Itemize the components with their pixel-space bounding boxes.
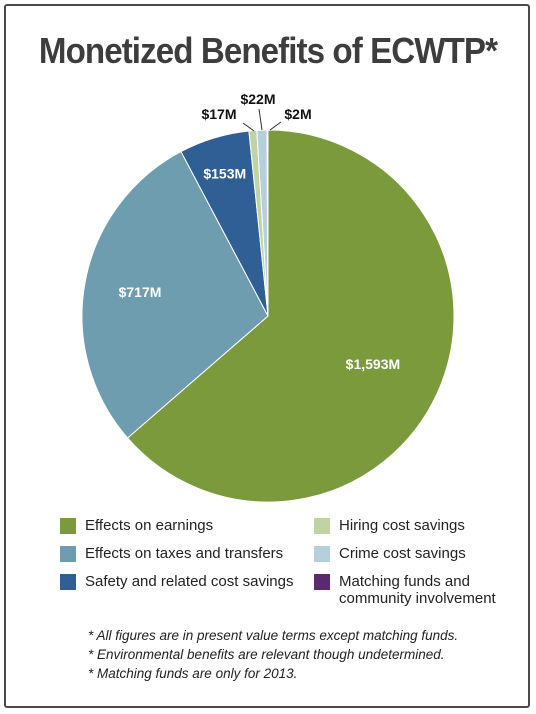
slice-value-label: $1,593M xyxy=(346,356,400,372)
legend-swatch xyxy=(60,518,76,534)
legend-label: Effects on taxes and transfers xyxy=(85,545,284,562)
legend-item-safety-and-related-cost-savings: Safety and related cost savings xyxy=(60,573,320,590)
legend-swatch xyxy=(60,546,76,562)
legend-item-matching-funds: Matching funds and community involvement xyxy=(314,573,519,607)
legend-swatch xyxy=(60,574,76,590)
legend-label: Effects on earnings xyxy=(85,517,214,534)
footnotes: * All figures are in present value terms… xyxy=(88,626,528,683)
leader-line xyxy=(258,108,263,131)
legend-label: Safety and related cost savings xyxy=(85,573,294,590)
legend-item-hiring-cost-savings: Hiring cost savings xyxy=(314,517,536,534)
slice-value-label: $717M xyxy=(119,284,162,300)
leader-line xyxy=(242,122,255,132)
pie-slice-effects-on-taxes-and-transfers xyxy=(81,150,269,439)
pie-labels: $1,593M $717M $153M $17M$22M $2M xyxy=(119,91,401,372)
pie-slice-matching-funds-and-community-involvement xyxy=(266,129,269,317)
legend-label: Hiring cost savings xyxy=(339,517,465,534)
legend-swatch xyxy=(314,574,330,590)
pie-slices xyxy=(81,129,455,503)
legend-swatch xyxy=(314,546,330,562)
slice-value-label: $22M xyxy=(240,91,275,107)
legend-label: Matching funds and community involvement xyxy=(339,573,496,607)
leader-line xyxy=(269,121,282,131)
slice-value-label: $17M xyxy=(201,106,236,122)
footnote: * Matching funds are only for 2013. xyxy=(88,666,298,681)
legend-swatch xyxy=(314,518,330,534)
footnote: * Environmental benefits are relevant th… xyxy=(88,647,445,662)
legend-item-effects-on-earnings: Effects on earnings xyxy=(60,517,285,534)
legend-item-crime-cost-savings: Crime cost savings xyxy=(314,545,536,562)
chart-title: Monetized Benefits of ECWTP* xyxy=(38,30,498,71)
footnote: * All figures are in present value terms… xyxy=(88,628,459,643)
slice-value-label: $153M xyxy=(203,166,246,182)
slice-value-label: $2M xyxy=(284,106,311,122)
legend-item-effects-on-taxes-and-transfers: Effects on taxes and transfers xyxy=(60,545,320,562)
pie-slice-effects-on-earnings xyxy=(126,129,455,503)
legend-label: Crime cost savings xyxy=(339,545,466,562)
